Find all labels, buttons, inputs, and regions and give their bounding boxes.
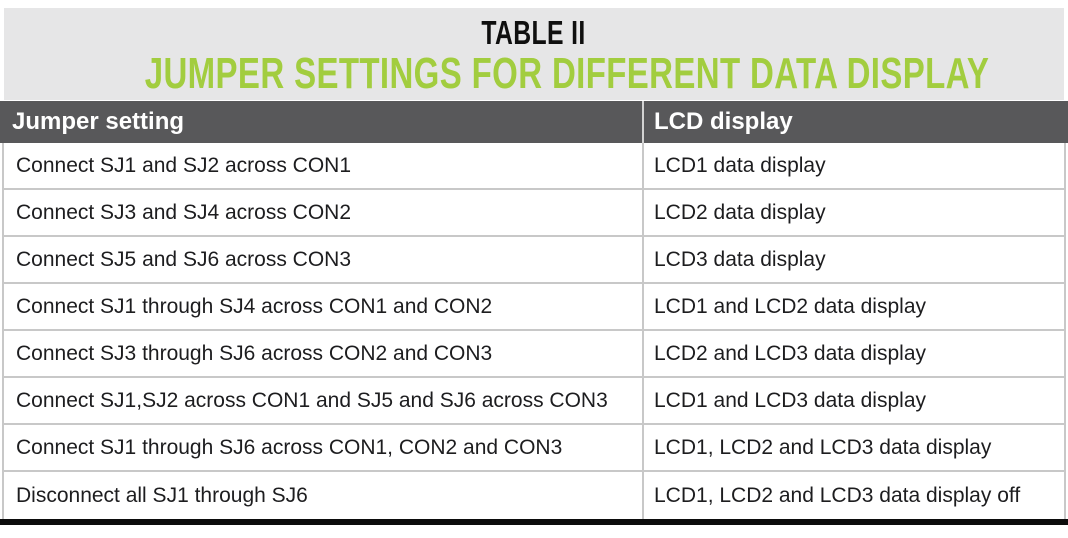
lcd-display-cell: LCD2 and LCD3 data display xyxy=(654,341,926,365)
jumper-setting-cell: Connect SJ3 and SJ4 across CON2 xyxy=(4,190,644,235)
table-row: Disconnect all SJ1 through SJ6 LCD1, LCD… xyxy=(4,472,1064,519)
table-title-row: JUMPER SETTINGS FOR DIFFERENT DATA DISPL… xyxy=(4,51,1064,99)
table-row: Connect SJ1 through SJ6 across CON1, CON… xyxy=(4,425,1064,472)
bottom-rule xyxy=(0,519,1068,525)
column-header-lcd-display: LCD display xyxy=(654,108,793,135)
column-header-jumper-setting: Jumper setting xyxy=(0,101,644,143)
table-row: Connect SJ3 and SJ4 across CON2 LCD2 dat… xyxy=(4,190,1064,237)
table-header-row: Jumper setting LCD display xyxy=(0,101,1068,143)
table-row: Connect SJ1 through SJ4 across CON1 and … xyxy=(4,284,1064,331)
table-number: TABLE II xyxy=(481,14,587,51)
table-number-row: TABLE II xyxy=(4,15,1064,51)
title-banner: TABLE II JUMPER SETTINGS FOR DIFFERENT D… xyxy=(4,8,1064,100)
lcd-display-cell: LCD1 and LCD2 data display xyxy=(654,294,926,318)
jumper-setting-cell: Connect SJ1 and SJ2 across CON1 xyxy=(4,143,644,188)
table-title: JUMPER SETTINGS FOR DIFFERENT DATA DISPL… xyxy=(144,49,990,98)
jumper-setting-cell: Connect SJ5 and SJ6 across CON3 xyxy=(4,237,644,282)
lcd-display-cell: LCD1, LCD2 and LCD3 data display off xyxy=(654,483,1021,507)
jumper-setting-cell: Connect SJ1 through SJ6 across CON1, CON… xyxy=(4,425,644,470)
jumper-setting-cell: Connect SJ3 through SJ6 across CON2 and … xyxy=(4,331,644,376)
table-row: Connect SJ1,SJ2 across CON1 and SJ5 and … xyxy=(4,378,1064,425)
lcd-display-cell: LCD1 and LCD3 data display xyxy=(654,388,926,412)
table-body: Connect SJ1 and SJ2 across CON1 LCD1 dat… xyxy=(2,143,1066,519)
jumper-settings-table: Jumper setting LCD display Connect SJ1 a… xyxy=(0,101,1068,519)
jumper-setting-cell: Connect SJ1 through SJ4 across CON1 and … xyxy=(4,284,644,329)
lcd-display-cell: LCD3 data display xyxy=(654,247,826,271)
lcd-display-cell: LCD2 data display xyxy=(654,200,826,224)
lcd-display-cell: LCD1 data display xyxy=(654,153,826,177)
lcd-display-cell: LCD1, LCD2 and LCD3 data display xyxy=(654,435,992,459)
jumper-setting-cell: Disconnect all SJ1 through SJ6 xyxy=(4,472,644,519)
jumper-setting-cell: Connect SJ1,SJ2 across CON1 and SJ5 and … xyxy=(4,378,644,423)
table-row: Connect SJ3 through SJ6 across CON2 and … xyxy=(4,331,1064,378)
table-row: Connect SJ1 and SJ2 across CON1 LCD1 dat… xyxy=(4,143,1064,190)
table-row: Connect SJ5 and SJ6 across CON3 LCD3 dat… xyxy=(4,237,1064,284)
